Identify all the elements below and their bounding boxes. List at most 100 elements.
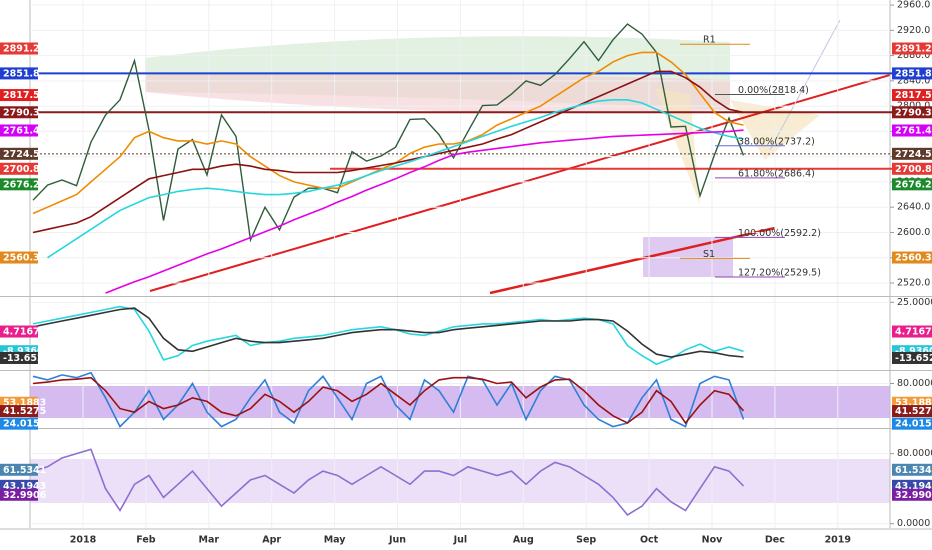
price-badge: 2560.3 xyxy=(892,251,932,264)
price-badge: 2891.2 xyxy=(0,42,40,55)
price-badge: 2724.5 xyxy=(892,147,932,160)
badge-label: 41.5275 xyxy=(895,406,932,417)
badge-label: 4.7167 xyxy=(3,327,40,338)
y-tick-label: 25.0000 xyxy=(897,297,932,308)
y-tick-label: 2640.0 xyxy=(897,202,930,213)
price-badge: 2790.3 xyxy=(892,106,932,119)
badge-label: 2724.5 xyxy=(3,149,40,160)
price-badge: 2817.5 xyxy=(892,89,932,102)
price-badge: 2851.8 xyxy=(892,67,932,80)
y-tick-label: 80.0000 xyxy=(897,448,932,459)
badge-box xyxy=(892,162,932,175)
x-tick-label: Mar xyxy=(199,535,220,546)
badge-box xyxy=(892,417,932,430)
annotation-label: 0.00%(2818.4) xyxy=(738,85,809,96)
x-tick-label: Jul xyxy=(453,535,468,546)
badge-label: 2761.4 xyxy=(3,126,40,137)
y-tick-label: 2840.0 xyxy=(897,75,930,86)
series-line xyxy=(47,99,744,259)
price-badge: 2790.3 xyxy=(0,106,40,119)
badge-box xyxy=(0,325,38,338)
badge-box xyxy=(892,463,932,476)
badge-label: 2891.2 xyxy=(895,44,932,55)
x-tick-label: Aug xyxy=(513,535,534,546)
annotation-label: 38.00%(2737.2) xyxy=(738,136,815,147)
badge-label: 32.9906 xyxy=(3,490,47,501)
badge-box xyxy=(0,124,38,137)
annotation-label: 61.80%(2686.4) xyxy=(738,168,815,179)
badge-label: 2724.5 xyxy=(895,149,932,160)
series-line xyxy=(32,376,745,425)
badge-label: 43.1943 xyxy=(3,481,46,492)
fib-zone xyxy=(643,237,733,277)
price-badge: 2676.2 xyxy=(892,178,932,191)
x-tick-label: Feb xyxy=(136,535,156,546)
annotation-label: 100.00%(2592.2) xyxy=(738,228,821,239)
price-badge: 2700.8 xyxy=(892,162,932,175)
badge-box xyxy=(0,67,38,80)
badge-label: 53.1883 xyxy=(3,398,46,409)
series-line xyxy=(32,371,745,428)
badge-label: -8.9360 xyxy=(3,346,44,357)
badge-box xyxy=(892,178,932,191)
badge-box xyxy=(0,463,38,476)
badge-box xyxy=(892,89,932,102)
badge-label: 2700.8 xyxy=(3,164,40,175)
badge-box xyxy=(892,251,932,264)
badge-label: 2851.8 xyxy=(3,68,40,79)
badge-label: 2676.2 xyxy=(895,179,932,190)
y-tick-label: 2520.0 xyxy=(897,277,930,288)
price-badge: 4.7167 xyxy=(892,325,932,338)
price-badge: 41.5275 xyxy=(892,405,932,418)
badge-label: 2817.5 xyxy=(3,90,40,101)
price-badge: 2724.5 xyxy=(0,147,40,160)
badge-box xyxy=(892,67,932,80)
price-badge: 32.9906 xyxy=(892,488,932,501)
price-badge: 2676.2 xyxy=(0,178,40,191)
projection-line xyxy=(769,19,841,151)
price-badge: -13.6526 xyxy=(0,351,51,364)
y-tick-label: 80.0000 xyxy=(897,378,932,389)
badge-box xyxy=(892,325,932,338)
price-badge: 2851.8 xyxy=(0,67,40,80)
price-badge: 32.9906 xyxy=(0,488,47,501)
series-line xyxy=(32,305,744,366)
y-tick-label: 2960.0 xyxy=(897,0,930,11)
badge-label: 4.7167 xyxy=(895,327,932,338)
price-badge: 2761.4 xyxy=(0,124,40,137)
price-badge: 2761.4 xyxy=(892,124,932,137)
badge-label: 53.1883 xyxy=(895,398,932,409)
badge-label: 41.5275 xyxy=(3,406,46,417)
badge-box xyxy=(0,42,38,55)
series-line xyxy=(32,51,744,215)
badge-box xyxy=(0,162,38,175)
badge-label: 32.9906 xyxy=(895,490,932,501)
badge-box xyxy=(0,351,38,364)
price-badge: 2560.3 xyxy=(0,251,40,264)
series-line xyxy=(32,307,744,358)
badge-box xyxy=(892,405,932,418)
series-line xyxy=(32,70,744,234)
badge-label: -13.6526 xyxy=(3,353,51,364)
badge-label: 2790.3 xyxy=(895,107,932,118)
pattern-left xyxy=(655,88,700,205)
badge-label: 2790.3 xyxy=(3,107,40,118)
x-tick-label: Jun xyxy=(388,535,406,546)
x-tick-label: Oct xyxy=(640,535,659,546)
x-tick-label: Sep xyxy=(576,535,596,546)
x-tick-label: 2019 xyxy=(825,535,851,546)
badge-label: 24.0157 xyxy=(3,419,46,430)
badge-label: 43.1943 xyxy=(895,481,932,492)
y-tick-label: 2600.0 xyxy=(897,227,930,238)
price-badge: 2817.5 xyxy=(0,89,40,102)
badge-label: 61.5341 xyxy=(895,465,932,476)
annotation-label: 127.20%(2529.5) xyxy=(738,267,821,278)
badge-label: 2700.8 xyxy=(895,164,932,175)
y-tick-label: 2880.0 xyxy=(897,50,930,61)
badge-box xyxy=(0,106,38,119)
badge-box xyxy=(0,251,38,264)
badge-label: 24.0157 xyxy=(895,419,932,430)
badge-box xyxy=(892,488,932,501)
series-line xyxy=(32,448,745,516)
badge-label: -13.6526 xyxy=(895,353,932,364)
